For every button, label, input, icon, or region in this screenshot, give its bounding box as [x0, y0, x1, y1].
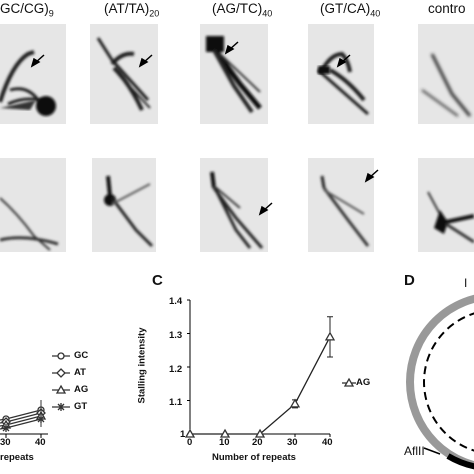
chart-c-point-ag [219, 428, 231, 438]
gel-bottom-ag [200, 158, 268, 252]
chart-b-legend-gt: GT [74, 401, 88, 412]
chart-c-point-ag [324, 331, 336, 341]
chart-b-legend-marker-gc [57, 352, 65, 360]
chart-c-point-ag [289, 398, 301, 408]
chart-c-ytick-1-4: 1.4 [169, 296, 183, 307]
chart-c-xtick-40: 40 [322, 437, 333, 448]
chart-b-point-gt [2, 424, 10, 432]
chart-b-legend-at: AT [74, 367, 86, 378]
gel-top-at [90, 24, 158, 124]
gel-bottom-gt [308, 158, 374, 252]
panel-letter-c: C [152, 272, 163, 289]
chart-b-legend-marker-at [56, 368, 66, 378]
column-label-control: contro [428, 1, 466, 16]
chart-c-y-title: Stalling intensity [136, 327, 148, 404]
chart-b-legend-marker-ag [55, 384, 67, 394]
chart-c-ytick-1: 1 [180, 429, 186, 440]
chart-c-ytick-1-1: 1.1 [169, 397, 183, 408]
chart-b-legend-ag: AG [74, 384, 89, 395]
chart-c-legend-ag: AG [356, 377, 371, 388]
gel-bottom-gc [0, 158, 66, 252]
plasmid-black-segment [446, 453, 474, 470]
chart-c-xtick-0: 0 [187, 437, 193, 448]
chart-b-legend-marker-gt [57, 403, 65, 411]
column-label-ag: (AG/TC)40 [212, 1, 273, 19]
chart-c-xtick-30: 30 [287, 437, 298, 448]
gel-top-ag [200, 24, 268, 124]
column-label-at: (AT/TA)20 [104, 1, 160, 19]
gel-top-gt [308, 24, 374, 124]
chart-c-xtick-20: 20 [252, 437, 263, 448]
plasmid-outer-ring [406, 294, 474, 470]
chart-c-ytick-1-2: 1.2 [169, 364, 183, 375]
gel-bottom-at [92, 158, 156, 252]
diagram-corner-label: I [464, 276, 468, 290]
chart-c-xtick-10: 10 [219, 437, 230, 448]
chart-c-point-ag [254, 428, 266, 438]
column-label-gc: GC/CG)9 [0, 1, 54, 19]
column-label-gt: (GT/CA)40 [320, 1, 381, 19]
chart-b-legend-gc: GC [74, 350, 89, 361]
chart-c [184, 299, 356, 438]
chart-c-x-title: Number of repeats [212, 452, 296, 463]
gel-bottom-control [418, 158, 474, 252]
chart-c-series-line-ag [190, 336, 331, 435]
chart-b-x-title: repeats [0, 452, 34, 463]
plasmid-diagram [406, 294, 474, 470]
chart-c-point-ag [184, 428, 196, 438]
plasmid-dashed-ring [423, 312, 474, 452]
gel-top-control [418, 24, 474, 124]
afl-site-tick [423, 447, 441, 455]
chart-b-tick-40: 40 [35, 437, 46, 448]
chart-c-legend-marker [343, 377, 355, 387]
gel-top-gc [0, 24, 66, 124]
panel-letter-d: D [404, 272, 415, 289]
chart-c-ytick-1-3: 1.3 [169, 330, 183, 341]
chart-b-tick-30: 30 [0, 437, 11, 448]
chart-b [0, 352, 70, 438]
afl-site-label: AflII [404, 444, 425, 458]
